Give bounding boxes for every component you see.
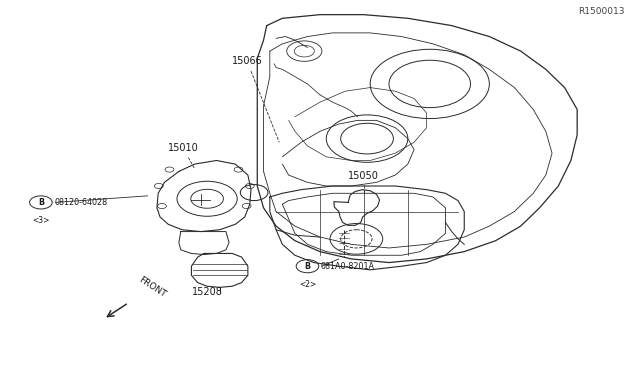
Text: B: B xyxy=(38,198,44,207)
Text: <3>: <3> xyxy=(32,216,49,225)
Text: 081A0-8201A: 081A0-8201A xyxy=(321,262,374,271)
Text: R1500013: R1500013 xyxy=(578,7,624,16)
Text: 15010: 15010 xyxy=(168,143,199,153)
Text: 15066: 15066 xyxy=(232,56,263,66)
Text: 08120-64028: 08120-64028 xyxy=(54,198,107,207)
Text: B: B xyxy=(305,262,310,271)
Text: 15050: 15050 xyxy=(348,171,379,181)
Text: FRONT: FRONT xyxy=(137,275,167,299)
Text: 15208: 15208 xyxy=(191,287,223,297)
Text: <2>: <2> xyxy=(299,280,316,289)
